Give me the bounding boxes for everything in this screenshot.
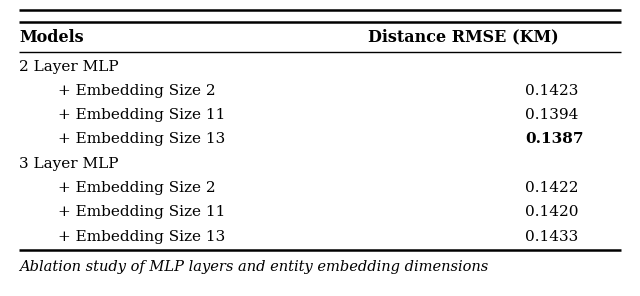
Text: + Embedding Size 11: + Embedding Size 11	[58, 205, 225, 219]
Text: 3 Layer MLP: 3 Layer MLP	[19, 157, 118, 171]
Text: + Embedding Size 13: + Embedding Size 13	[58, 229, 225, 244]
Text: 0.1394: 0.1394	[525, 108, 578, 122]
Text: + Embedding Size 2: + Embedding Size 2	[58, 181, 215, 195]
Text: 0.1433: 0.1433	[525, 229, 578, 244]
Text: 0.1420: 0.1420	[525, 205, 579, 219]
Text: Ablation study of MLP layers and entity embedding dimensions: Ablation study of MLP layers and entity …	[19, 260, 488, 274]
Text: 0.1387: 0.1387	[525, 132, 583, 147]
Text: 2 Layer MLP: 2 Layer MLP	[19, 59, 119, 74]
Text: + Embedding Size 2: + Embedding Size 2	[58, 84, 215, 98]
Text: 0.1422: 0.1422	[525, 181, 579, 195]
Text: + Embedding Size 13: + Embedding Size 13	[58, 132, 225, 147]
Text: Distance RMSE (KM): Distance RMSE (KM)	[368, 28, 559, 46]
Text: + Embedding Size 11: + Embedding Size 11	[58, 108, 225, 122]
Text: Models: Models	[19, 28, 84, 46]
Text: 0.1423: 0.1423	[525, 84, 578, 98]
